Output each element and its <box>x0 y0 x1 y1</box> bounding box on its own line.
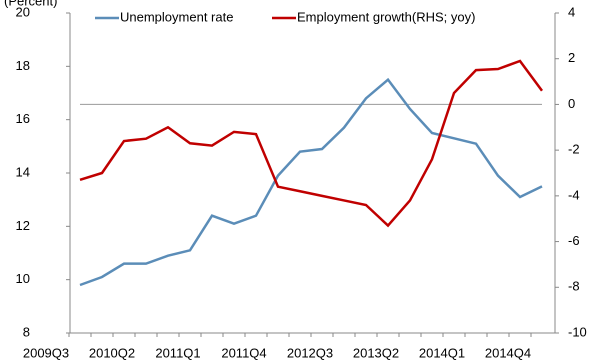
y-tick-label: 12 <box>16 218 30 233</box>
y-axis-label: (Percent) <box>4 0 57 8</box>
y-tick-label: 20 <box>16 4 30 19</box>
y2-tick-label: -8 <box>568 279 580 294</box>
y-tick-label: 10 <box>16 271 30 286</box>
x-tick-label: 2013Q2 <box>353 345 399 360</box>
y-tick-label: 14 <box>16 164 30 179</box>
x-tick-label: 2014Q1 <box>419 345 465 360</box>
y2-tick-label: 2 <box>568 50 575 65</box>
legend-label: Unemployment rate <box>120 9 233 24</box>
legend-label: Employment growth(RHS; yoy) <box>297 9 475 24</box>
y2-tick-label: 4 <box>568 4 575 19</box>
y2-tick-label: -2 <box>568 142 580 157</box>
x-tick-label: 2010Q2 <box>89 345 135 360</box>
x-tick-label: 2011Q4 <box>221 345 266 360</box>
x-tick-label: 2012Q3 <box>287 345 333 360</box>
x-tick-label: 2009Q3 <box>23 345 69 360</box>
y2-tick-label: -6 <box>568 233 580 248</box>
x-tick-label: 2014Q4 <box>485 345 531 360</box>
y-tick-label: 16 <box>16 111 30 126</box>
series-line <box>79 77 543 287</box>
x-tick-label: 2011Q1 <box>155 345 200 360</box>
y-tick-label: 8 <box>23 324 30 339</box>
y2-tick-label: 0 <box>568 96 575 111</box>
y-tick-label: 18 <box>16 58 30 73</box>
y2-tick-label: -4 <box>568 187 580 202</box>
series-line <box>79 59 544 228</box>
y2-tick-label: -10 <box>568 324 587 339</box>
